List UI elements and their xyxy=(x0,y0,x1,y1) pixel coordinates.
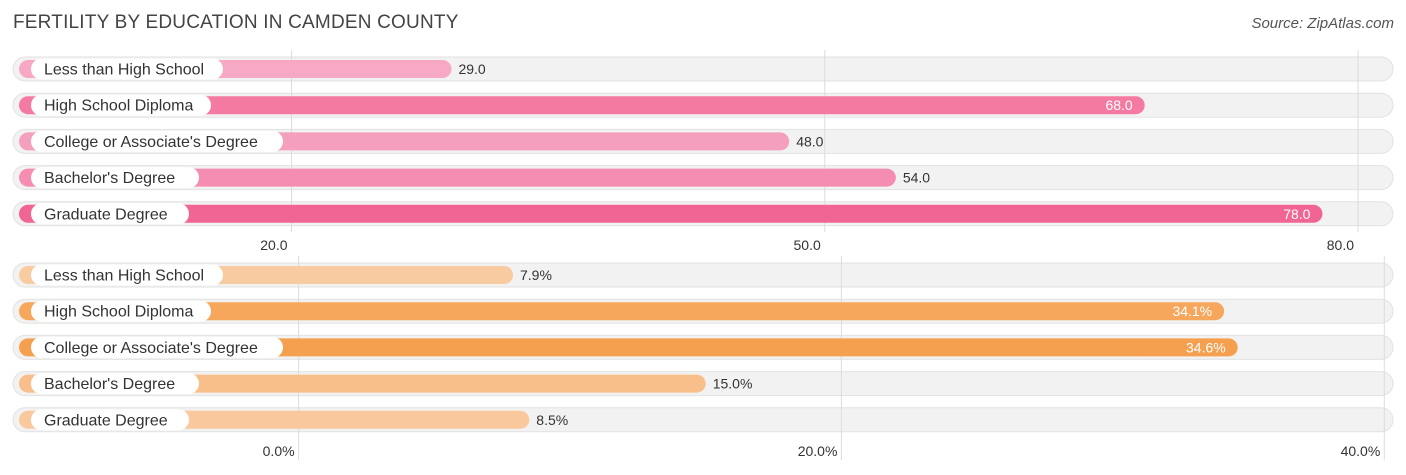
category-label-pill xyxy=(31,373,199,395)
bar xyxy=(19,302,1225,321)
tick-label: 20.0 xyxy=(260,237,287,253)
category-label: Graduate Degree xyxy=(44,206,168,223)
category-label: High School Diploma xyxy=(44,98,194,115)
category-label: College or Associate's Degree xyxy=(44,134,258,151)
category-label: Less than High School xyxy=(44,62,204,79)
category-label: Bachelor's Degree xyxy=(44,170,175,187)
value-label: 34.6% xyxy=(1186,339,1226,355)
category-label-pill xyxy=(31,94,211,116)
chart-panel-1: Less than High School 29.0 High School Dip… xyxy=(12,50,1394,253)
category-label-pill xyxy=(31,336,283,358)
category-label: High School Diploma xyxy=(44,304,194,321)
value-label: 48.0 xyxy=(796,133,823,149)
value-label: 78.0 xyxy=(1283,206,1310,222)
bar xyxy=(19,338,1238,357)
source-credit: Source: ZipAtlas.com xyxy=(1251,15,1394,32)
chart-title: FERTILITY BY EDUCATION IN CAMDEN COUNTY xyxy=(13,12,459,33)
category-label-pill xyxy=(31,167,199,189)
category-label-pill xyxy=(31,300,211,322)
value-label: 8.5% xyxy=(536,412,568,428)
value-label: 29.0 xyxy=(458,61,485,77)
tick-label: 20.0% xyxy=(798,443,838,459)
category-label-pill xyxy=(31,58,223,80)
tick-label: 0.0% xyxy=(263,443,295,459)
category-label-pill xyxy=(31,409,189,431)
category-label-pill xyxy=(31,203,189,225)
category-label-pill xyxy=(31,264,223,286)
value-label: 15.0% xyxy=(713,376,753,392)
bar xyxy=(19,204,1323,223)
chart-panel-2: Less than High School 7.9% High School Dip… xyxy=(12,256,1394,460)
bar xyxy=(19,168,896,187)
value-label: 34.1% xyxy=(1172,303,1212,319)
bar xyxy=(19,96,1145,115)
category-label: Bachelor's Degree xyxy=(44,376,175,393)
value-label: 68.0 xyxy=(1105,97,1132,113)
tick-label: 80.0 xyxy=(1327,237,1354,253)
category-label: Graduate Degree xyxy=(44,412,168,429)
category-label: College or Associate's Degree xyxy=(44,340,258,357)
category-label: Less than High School xyxy=(44,268,204,285)
value-label: 54.0 xyxy=(903,170,930,186)
tick-label: 50.0 xyxy=(794,237,821,253)
category-label-pill xyxy=(31,130,283,152)
value-label: 7.9% xyxy=(520,267,552,283)
tick-label: 40.0% xyxy=(1341,443,1381,459)
